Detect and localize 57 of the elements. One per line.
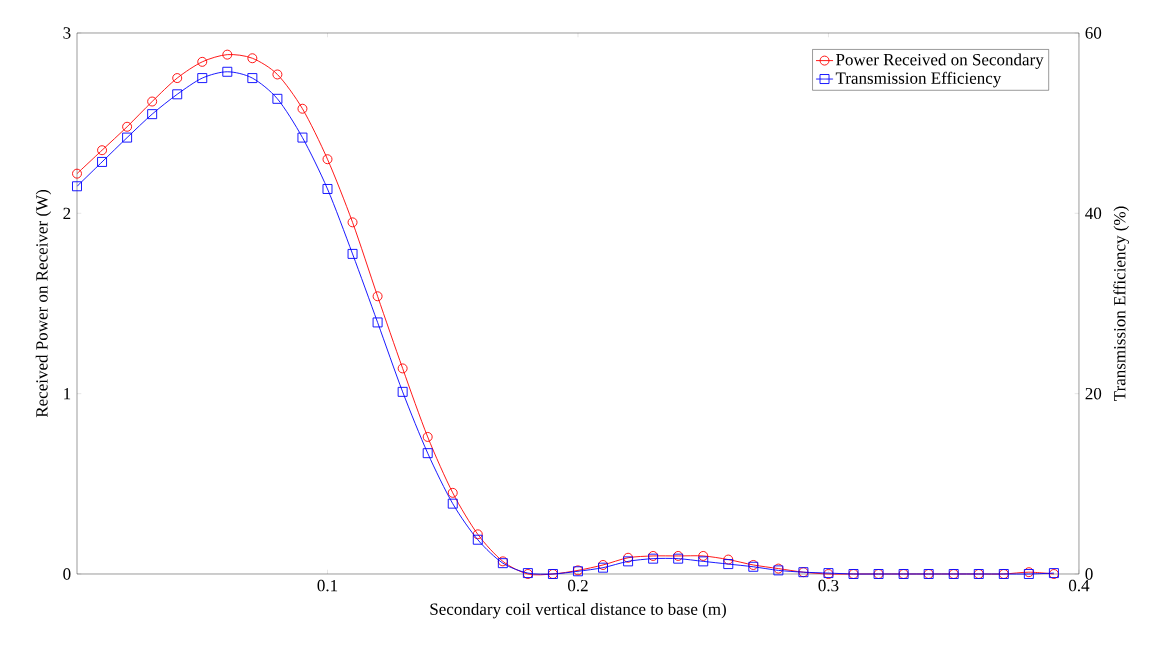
x-axis-title: Secondary coil vertical distance to base (m) xyxy=(430,602,726,619)
point xyxy=(397,386,408,397)
point xyxy=(623,556,634,567)
point xyxy=(172,89,183,100)
point xyxy=(172,73,183,84)
point xyxy=(272,93,283,104)
x-tick-label: 0.4 xyxy=(1068,579,1090,592)
point xyxy=(623,552,634,563)
point xyxy=(297,103,308,114)
y2-axis-title: Transmission Efficiency (%) xyxy=(1113,206,1129,401)
y2-tick-label: 60 xyxy=(1085,27,1102,39)
point xyxy=(422,431,433,442)
point xyxy=(72,168,82,179)
y-tick-label: 1 xyxy=(64,388,71,400)
point xyxy=(147,96,158,107)
point xyxy=(147,109,158,120)
point xyxy=(723,554,734,565)
point xyxy=(397,363,408,374)
point xyxy=(297,132,308,143)
y2-tick-label: 40 xyxy=(1085,207,1102,220)
point xyxy=(447,498,458,509)
point xyxy=(447,487,458,498)
point xyxy=(372,291,383,302)
y-tick-label: 2 xyxy=(63,207,71,219)
point xyxy=(698,556,709,567)
point xyxy=(472,534,483,545)
y-tick-label: 3 xyxy=(63,27,71,39)
point xyxy=(698,551,709,561)
point xyxy=(197,73,208,84)
point xyxy=(322,184,333,194)
point xyxy=(347,217,358,228)
point xyxy=(472,529,483,540)
point xyxy=(97,156,108,167)
y-axis-title: Received Power on Receiver (W) xyxy=(35,189,52,418)
x-tick-label: 0.3 xyxy=(818,579,839,592)
point xyxy=(723,559,734,570)
point xyxy=(222,49,233,60)
point xyxy=(372,317,383,328)
y2-tick-label: 20 xyxy=(1085,387,1102,400)
point xyxy=(72,181,82,192)
point xyxy=(97,145,108,156)
point xyxy=(347,248,358,259)
y2-tick-label: 0 xyxy=(1085,568,1093,580)
point xyxy=(322,154,333,165)
x-tick-label: 0.1 xyxy=(317,579,338,592)
legend-label: Power Received on Secondary xyxy=(836,53,1044,69)
point xyxy=(422,448,433,459)
point xyxy=(122,121,133,132)
point xyxy=(272,69,283,80)
point xyxy=(197,56,208,67)
point xyxy=(247,53,258,64)
point xyxy=(122,132,133,143)
y-tick-label: 0 xyxy=(63,568,71,580)
legend-label: Transmission Efficiency xyxy=(835,71,1002,88)
x-tick-label: 0.2 xyxy=(568,579,588,592)
point xyxy=(247,73,258,84)
point xyxy=(222,66,233,77)
